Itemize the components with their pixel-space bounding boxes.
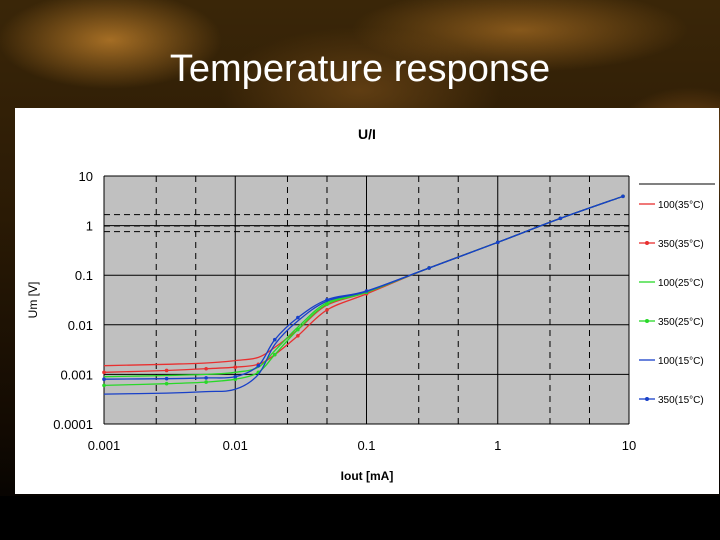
data-point xyxy=(272,337,277,342)
data-point xyxy=(272,352,277,357)
data-point xyxy=(233,365,238,369)
data-point xyxy=(164,368,169,373)
data-point xyxy=(204,376,208,380)
data-point xyxy=(164,376,169,381)
x-axis-label: Iout [mA] xyxy=(341,469,394,483)
slide-title: Temperature response xyxy=(169,48,551,90)
y-tick-label: 0.01 xyxy=(68,318,93,333)
data-point xyxy=(325,302,329,307)
legend-marker xyxy=(645,397,649,401)
data-point xyxy=(102,383,106,388)
data-point xyxy=(296,334,300,338)
y-tick-label: 10 xyxy=(79,169,93,184)
tick-labels: 0.001 0.01 0.1 1 10 10 1 0.1 0.01 0.001 0.0001 xyxy=(53,169,636,453)
data-point xyxy=(558,216,563,221)
y-tick-label: 0.001 xyxy=(60,367,93,382)
y-tick-label: 0.1 xyxy=(75,268,93,283)
data-point xyxy=(621,194,625,199)
x-tick-label: 1 xyxy=(494,438,501,453)
data-point xyxy=(164,381,169,386)
legend-marker xyxy=(645,241,649,245)
data-point xyxy=(495,240,500,245)
legend-item-label: 350(35°C) xyxy=(658,239,704,250)
data-point xyxy=(364,289,369,293)
x-tick-label: 0.1 xyxy=(357,438,375,453)
data-point xyxy=(233,377,238,382)
data-point xyxy=(325,297,329,302)
chart-panel: U/I 0.001 0.01 0.1 1 10 10 1 0.1 0.01 0.001 0.0001… xyxy=(15,108,719,494)
chart-title: U/I xyxy=(358,126,376,142)
legend-item-label: 100(25°C) xyxy=(658,278,704,289)
grid-lines xyxy=(103,175,630,425)
slide-bottom-bar xyxy=(0,496,720,540)
legend-item-label: 350(25°C) xyxy=(658,317,704,328)
legend: 100(35°C) 350(35°C) 100(25°C) 350(25°C) 100(… xyxy=(639,183,715,406)
data-point xyxy=(102,370,106,375)
chart: U/I 0.001 0.01 0.1 1 10 10 1 0.1 0.01 0.001 0.0001… xyxy=(26,126,715,483)
x-tick-label: 10 xyxy=(622,438,636,453)
legend-item-label: 100(35°C) xyxy=(658,200,704,211)
series-lines xyxy=(102,194,625,395)
y-tick-label: 1 xyxy=(86,219,93,234)
y-axis-label: Um [V] xyxy=(26,282,40,319)
legend-item-label: 350(15°C) xyxy=(658,395,704,406)
y-tick-label: 0.0001 xyxy=(53,417,93,432)
x-tick-label: 0.01 xyxy=(223,438,248,453)
legend-marker xyxy=(645,319,649,323)
data-point xyxy=(204,366,208,371)
legend-item-label: 100(15°C) xyxy=(658,356,704,367)
data-point xyxy=(204,380,208,384)
data-point xyxy=(296,327,300,332)
data-point xyxy=(427,266,431,270)
x-tick-label: 0.001 xyxy=(88,438,121,453)
data-point xyxy=(296,315,300,320)
data-point xyxy=(325,308,329,312)
data-point xyxy=(233,374,238,379)
data-point xyxy=(102,377,106,382)
data-point xyxy=(256,363,261,368)
